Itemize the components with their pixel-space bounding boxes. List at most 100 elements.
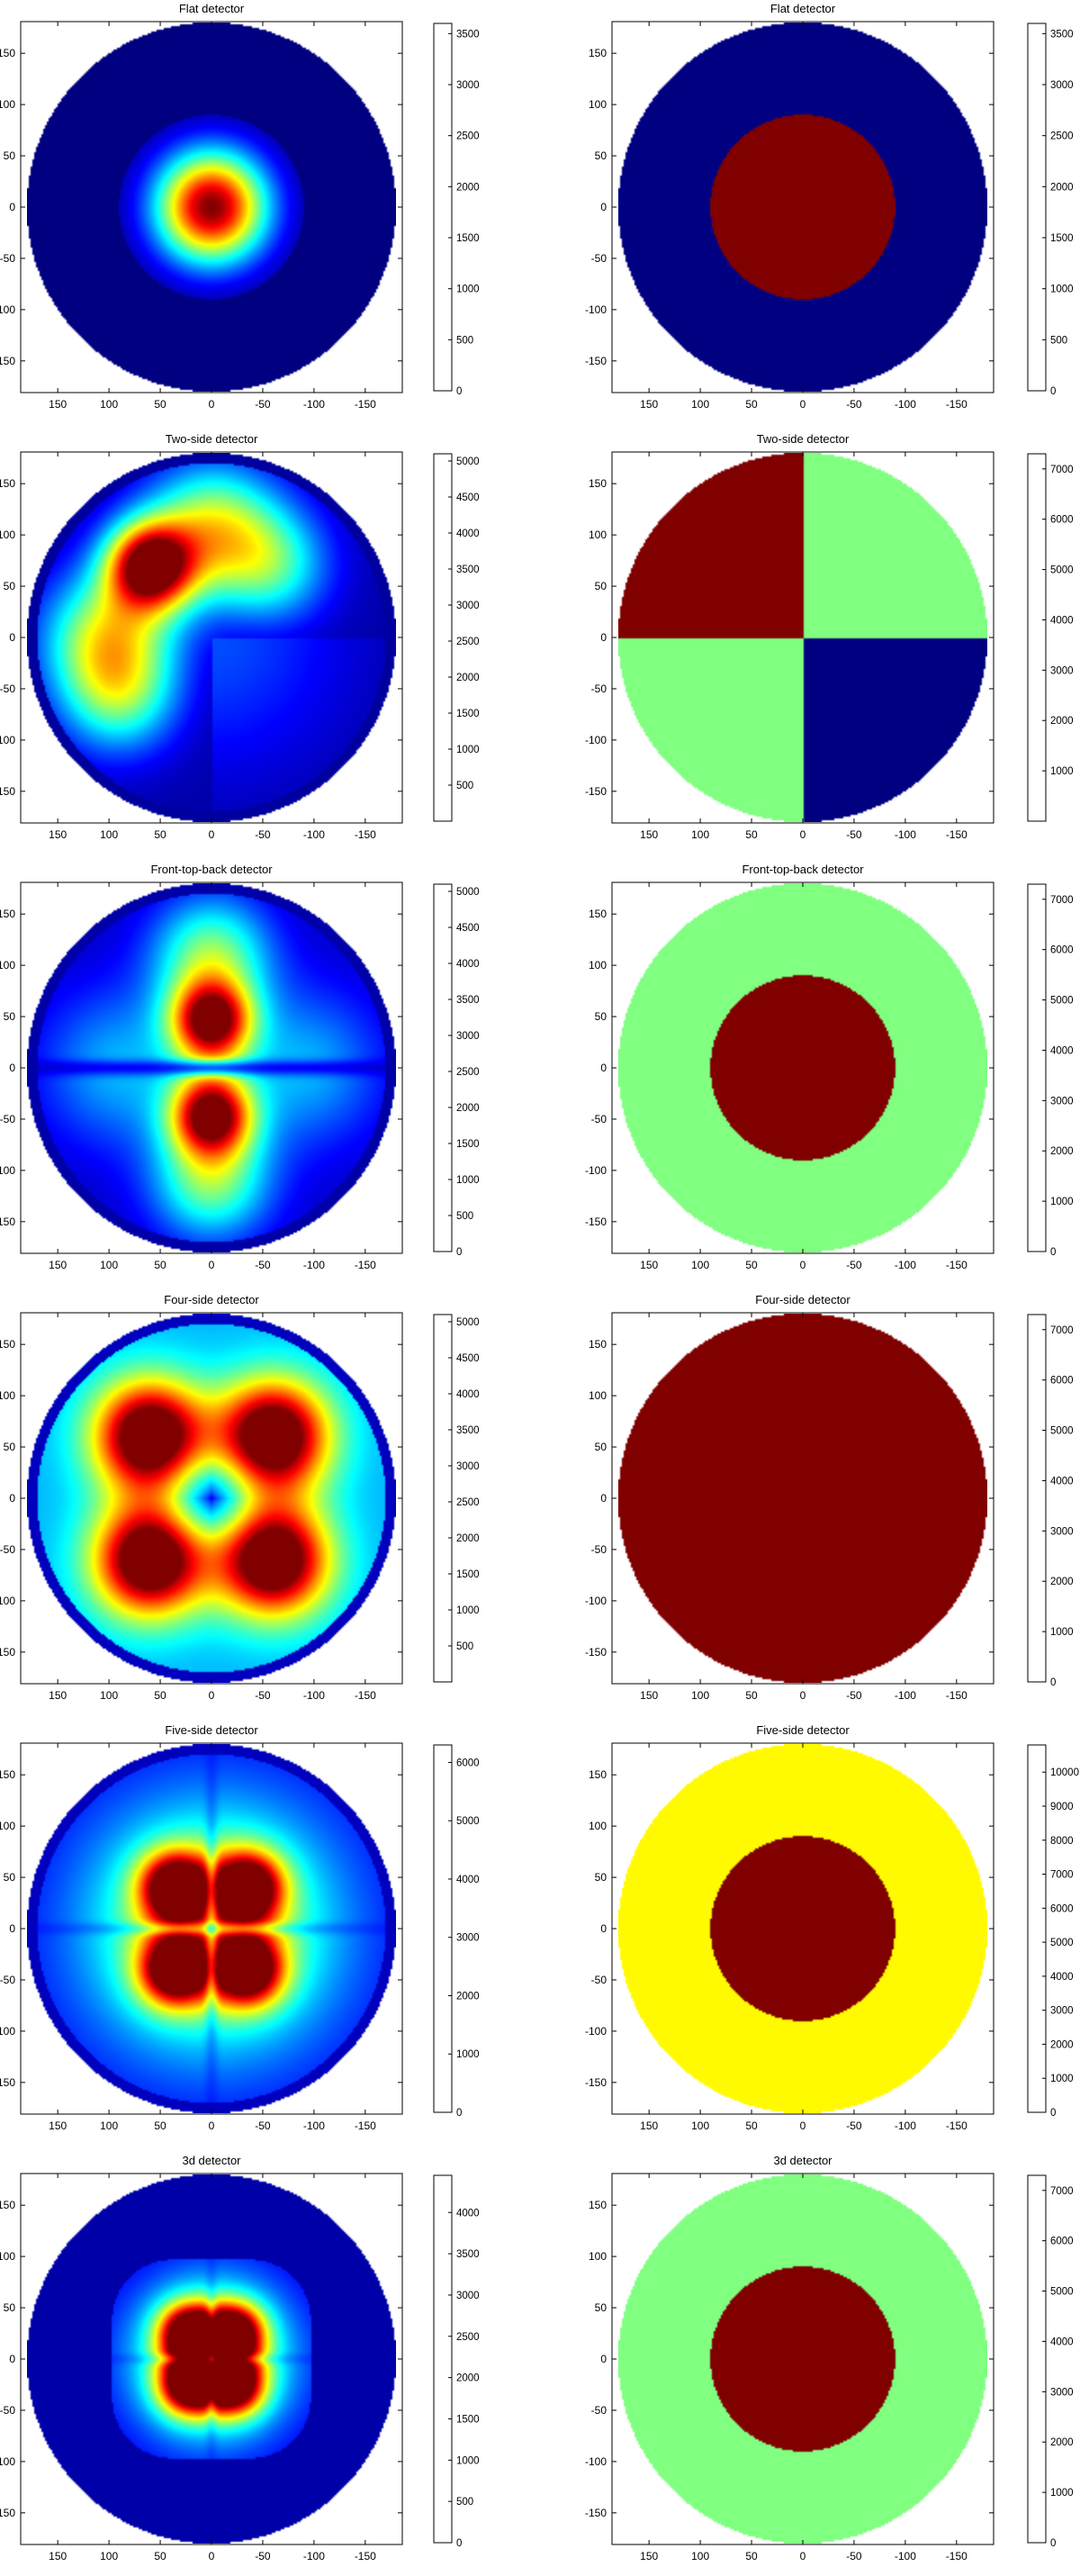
x-tick-label: 0 bbox=[800, 398, 806, 411]
x-tick-label: 0 bbox=[800, 2120, 806, 2132]
colorbar-tick-label: 10000 bbox=[1050, 1767, 1079, 1778]
colorbar-tick-label: 2000 bbox=[456, 1533, 480, 1544]
y-tick-label: 0 bbox=[600, 1922, 607, 1935]
colorbar-tick-label: 6000 bbox=[1050, 515, 1074, 526]
y-tick-label: 0 bbox=[600, 631, 607, 644]
colorbar-tick-label: 500 bbox=[456, 335, 473, 346]
x-tick-label: 50 bbox=[154, 828, 166, 841]
colorbar-tick-label: 3500 bbox=[456, 1425, 480, 1436]
x-tick-label: -150 bbox=[946, 828, 968, 841]
colorbar-tick-label: 9000 bbox=[1050, 1802, 1074, 1812]
colorbar bbox=[1027, 23, 1047, 392]
colorbar-tick-label: 2500 bbox=[456, 1067, 480, 1078]
y-tick-label: 0 bbox=[9, 1922, 15, 1935]
y-tick-label: 50 bbox=[4, 580, 16, 592]
colorbar-tick-label: 2000 bbox=[1050, 716, 1074, 727]
y-tick-label: -100 bbox=[0, 2455, 15, 2468]
x-tick-label: -100 bbox=[303, 1689, 325, 1702]
y-tick-label: 50 bbox=[4, 149, 16, 162]
panel-title: 3d detector bbox=[182, 2154, 241, 2167]
x-tick-label: 0 bbox=[209, 398, 215, 411]
colorbar-tick-label: 2500 bbox=[456, 2332, 480, 2343]
x-tick-label: -100 bbox=[303, 2550, 325, 2562]
colorbar-tick-label: 5000 bbox=[1050, 996, 1074, 1007]
y-tick-label: 100 bbox=[589, 2250, 607, 2263]
colorbar-tick-label: 4000 bbox=[1050, 1972, 1074, 1983]
x-tick-label: -150 bbox=[946, 2550, 968, 2562]
colorbar-tick-label: 2000 bbox=[456, 1103, 480, 1114]
y-tick-label: -150 bbox=[585, 1216, 607, 1228]
x-tick-label: 50 bbox=[745, 1689, 758, 1702]
x-tick-label: -100 bbox=[895, 1259, 916, 1271]
x-tick-label: -50 bbox=[846, 1259, 862, 1271]
x-tick-label: 0 bbox=[209, 1689, 215, 1702]
colorbar-tick-label: 3500 bbox=[456, 995, 480, 1006]
y-tick-label: -100 bbox=[0, 1164, 15, 1177]
y-tick-label: 0 bbox=[600, 2353, 607, 2365]
x-tick-label: 50 bbox=[154, 1259, 166, 1271]
colorbar-tick-label: 4500 bbox=[456, 1353, 480, 1364]
x-tick-label: 50 bbox=[745, 828, 758, 841]
x-tick-label: 0 bbox=[800, 1259, 806, 1271]
x-tick-label: 150 bbox=[640, 2550, 658, 2562]
y-tick-label: 150 bbox=[0, 47, 15, 59]
colorbar-tick-label: 6000 bbox=[1050, 2237, 1074, 2247]
panel-title: Front-top-back detector bbox=[150, 863, 273, 876]
y-tick-label: 100 bbox=[0, 2250, 15, 2263]
x-tick-label: -150 bbox=[946, 1689, 968, 1702]
y-tick-label: -100 bbox=[585, 2025, 607, 2038]
colorbar-tick-label: 0 bbox=[1050, 1677, 1056, 1688]
colorbar-tick-label: 2500 bbox=[1050, 131, 1074, 142]
panel-title: Flat detector bbox=[179, 2, 245, 15]
colorbar-tick-label: 500 bbox=[456, 781, 473, 791]
x-tick-label: -100 bbox=[303, 398, 325, 411]
y-tick-label: -100 bbox=[0, 2025, 15, 2038]
colorbar-tick-label: 3000 bbox=[1050, 80, 1074, 91]
detector-panel: Four-side detector 150 100 50 0 -50 -100 -150 15… bbox=[585, 1293, 1074, 1702]
colorbar-tick-label: 3500 bbox=[1050, 29, 1074, 40]
y-tick-label: -100 bbox=[585, 734, 607, 746]
y-tick-label: -50 bbox=[0, 2404, 15, 2417]
colorbar-tick-label: 4000 bbox=[456, 959, 480, 970]
colorbar-tick-label: 3000 bbox=[1050, 1526, 1074, 1537]
x-tick-label: 100 bbox=[100, 828, 118, 841]
colorbar-tick-label: 7000 bbox=[1050, 465, 1074, 475]
y-tick-label: 50 bbox=[4, 1010, 16, 1023]
y-tick-label: 150 bbox=[0, 2199, 15, 2211]
colorbar-tick-label: 5000 bbox=[1050, 1938, 1074, 1948]
colorbar-tick-label: 500 bbox=[456, 1211, 473, 1222]
x-tick-label: 100 bbox=[691, 1689, 709, 1702]
colorbar-tick-label: 2000 bbox=[1050, 2437, 1074, 2448]
x-tick-label: 150 bbox=[640, 2120, 658, 2132]
y-tick-label: 0 bbox=[9, 1062, 15, 1074]
y-tick-label: -150 bbox=[0, 2507, 15, 2519]
colorbar-tick-label: 3000 bbox=[1050, 665, 1074, 676]
x-tick-label: 50 bbox=[745, 1259, 758, 1271]
heatmap-disc bbox=[27, 1314, 396, 1683]
colorbar-tick-label: 7000 bbox=[1050, 1870, 1074, 1881]
y-tick-label: 0 bbox=[600, 1062, 607, 1074]
colorbar-tick-label: 6000 bbox=[1050, 945, 1074, 956]
colorbar-tick-label: 3000 bbox=[1050, 2387, 1074, 2398]
x-tick-label: 150 bbox=[49, 1689, 67, 1702]
colorbar bbox=[433, 2174, 453, 2544]
colorbar-tick-label: 3500 bbox=[456, 2249, 480, 2260]
colorbar-tick-label: 5000 bbox=[456, 456, 480, 467]
x-tick-label: -50 bbox=[255, 1259, 271, 1271]
x-tick-label: 150 bbox=[640, 1689, 658, 1702]
x-tick-label: -150 bbox=[946, 2120, 968, 2132]
x-tick-label: -150 bbox=[355, 398, 376, 411]
y-tick-label: -100 bbox=[585, 1164, 607, 1177]
y-tick-label: 0 bbox=[9, 1492, 15, 1505]
colorbar-tick-label: 7000 bbox=[1050, 1325, 1074, 1336]
x-tick-label: -50 bbox=[255, 1689, 271, 1702]
colorbar-tick-label: 4500 bbox=[456, 493, 480, 503]
x-tick-label: -50 bbox=[255, 828, 271, 841]
y-tick-label: 50 bbox=[595, 1010, 608, 1023]
colorbar-tick-label: 2500 bbox=[456, 131, 480, 142]
y-tick-label: 50 bbox=[4, 1871, 16, 1884]
x-tick-label: -50 bbox=[846, 2120, 862, 2132]
colorbar-tick-label: 500 bbox=[1050, 335, 1067, 346]
